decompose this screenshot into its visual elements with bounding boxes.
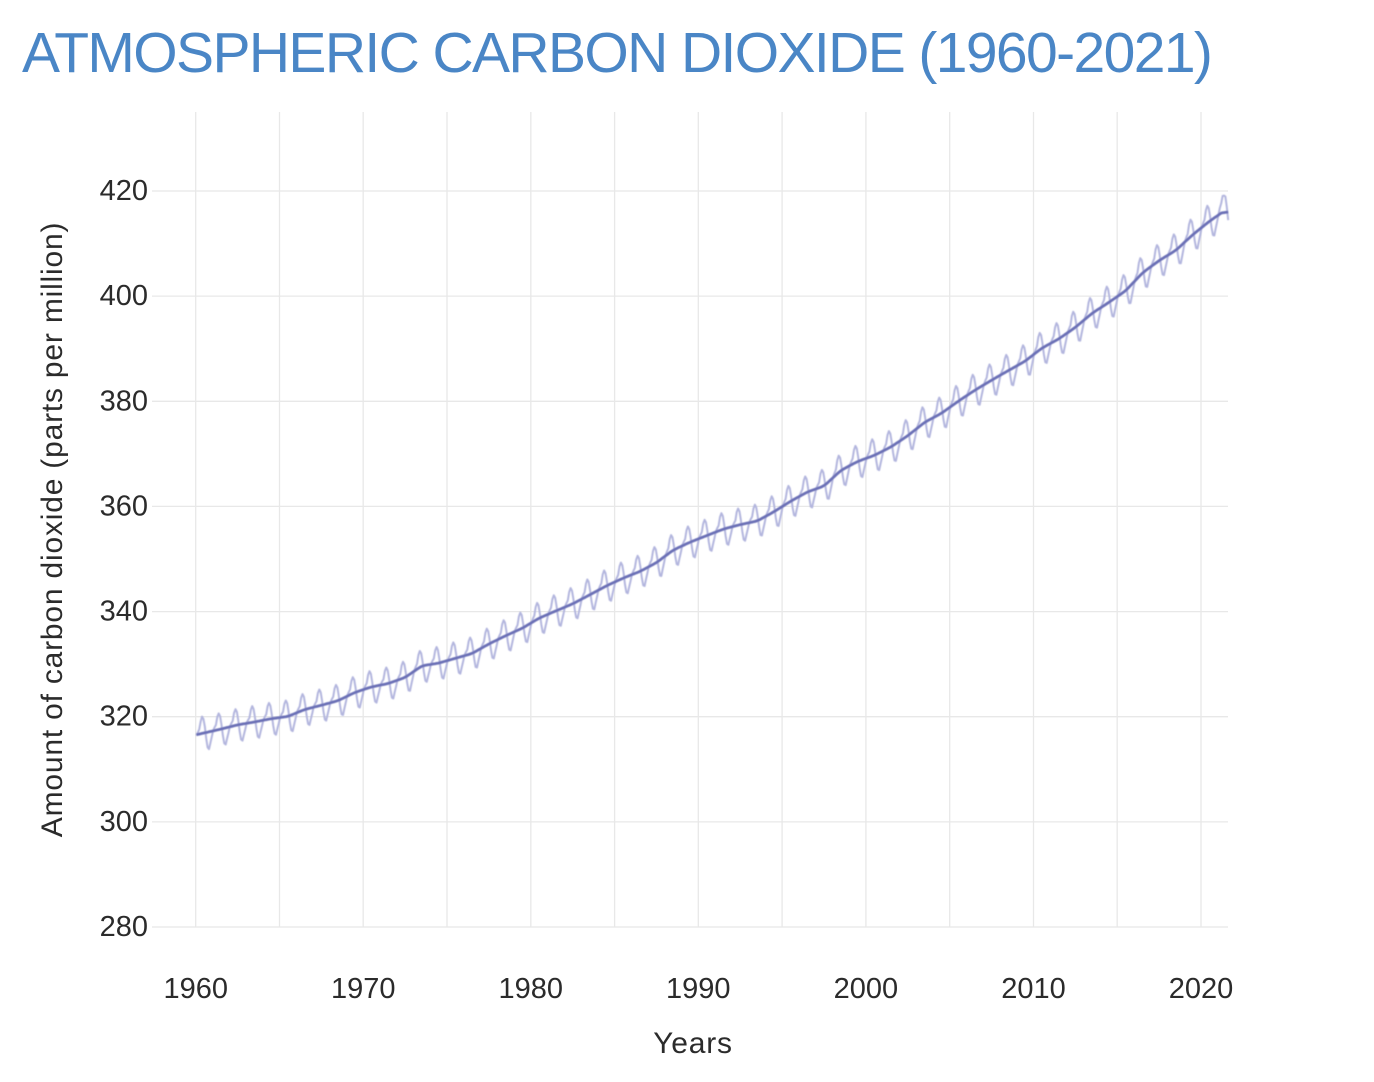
- svg-text:1970: 1970: [331, 973, 396, 1005]
- svg-text:1960: 1960: [163, 973, 228, 1005]
- svg-text:Years: Years: [653, 1027, 733, 1060]
- svg-text:1990: 1990: [666, 973, 731, 1005]
- svg-text:1980: 1980: [499, 973, 564, 1005]
- svg-text:320: 320: [100, 701, 148, 733]
- svg-text:2020: 2020: [1169, 973, 1234, 1005]
- svg-text:280: 280: [100, 911, 148, 943]
- svg-text:420: 420: [100, 175, 148, 207]
- svg-text:380: 380: [100, 385, 148, 417]
- svg-text:2000: 2000: [834, 973, 899, 1005]
- svg-text:ATMOSPHERIC CARBON DIOXIDE (19: ATMOSPHERIC CARBON DIOXIDE (1960-2021): [22, 21, 1211, 85]
- svg-text:Amount of carbon dioxide (part: Amount of carbon dioxide (parts per mill…: [36, 222, 69, 837]
- svg-text:400: 400: [100, 280, 148, 312]
- svg-text:340: 340: [100, 596, 148, 628]
- svg-text:360: 360: [100, 490, 148, 522]
- svg-text:300: 300: [100, 806, 148, 838]
- svg-text:2010: 2010: [1001, 973, 1066, 1005]
